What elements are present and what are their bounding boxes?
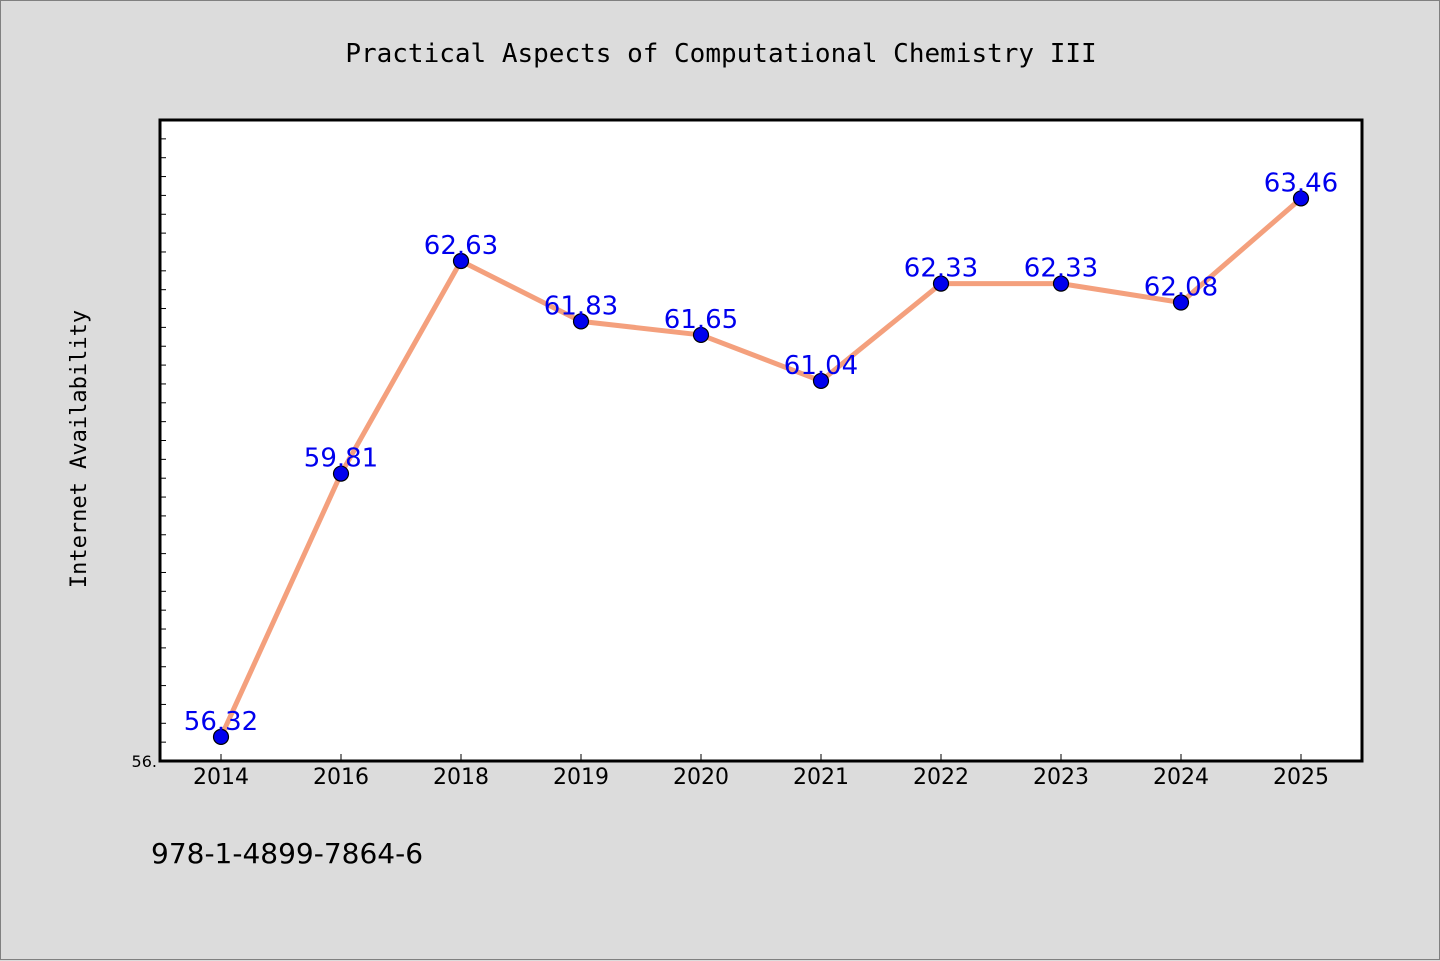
data-labels: 56.32 59.81 62.63 61.83 61.65 61.04 62.33 62.33… (184, 168, 1338, 736)
x-tick-label: 2022 (913, 765, 969, 790)
series-line-group (218, 195, 1304, 740)
x-tick-label: 2024 (1153, 765, 1209, 790)
data-point (212, 728, 230, 745)
y-axis-label: Internet Availability (67, 310, 92, 588)
x-tick-label: 2020 (673, 765, 729, 790)
data-point (812, 372, 830, 390)
data-point (692, 326, 710, 344)
y-axis-min-label: 56. (132, 752, 157, 771)
data-points (212, 190, 1310, 745)
data-point (932, 275, 950, 292)
isbn-note: 978-1-4899-7864-6 (151, 837, 423, 870)
data-point (572, 313, 590, 330)
chart-title: Practical Aspects of Computational Chemi… (345, 39, 1096, 69)
x-tick-label: 2025 (1273, 765, 1329, 790)
data-point (332, 465, 350, 482)
data-label: 62.33 (1024, 254, 1098, 284)
plot-area (158, 118, 1364, 763)
data-label: 56.32 (184, 707, 258, 737)
series-line (218, 195, 1304, 740)
x-axis-ticks: 2014 2016 2018 2019 2020 2021 2022 2023 2024 2025 (193, 754, 1329, 790)
data-label: 59.81 (304, 444, 378, 474)
data-label: 61.65 (664, 305, 738, 335)
x-tick-label: 2014 (193, 765, 249, 790)
data-label: 62.08 (1144, 272, 1218, 302)
x-tick-label: 2021 (793, 765, 849, 790)
data-point (1172, 294, 1190, 311)
data-point (452, 252, 470, 270)
x-tick-label: 2018 (433, 765, 489, 790)
data-label: 61.04 (784, 351, 858, 381)
data-point (1292, 190, 1310, 207)
data-point (1052, 275, 1070, 292)
x-tick-label: 2016 (313, 765, 369, 790)
x-tick-label: 2023 (1033, 765, 1089, 790)
data-label: 61.83 (544, 291, 618, 321)
y-axis-ticks (160, 138, 166, 743)
data-label: 63.46 (1264, 168, 1338, 198)
x-tick-label: 2019 (553, 765, 609, 790)
data-label: 62.63 (424, 231, 498, 261)
data-label: 62.33 (904, 254, 978, 284)
